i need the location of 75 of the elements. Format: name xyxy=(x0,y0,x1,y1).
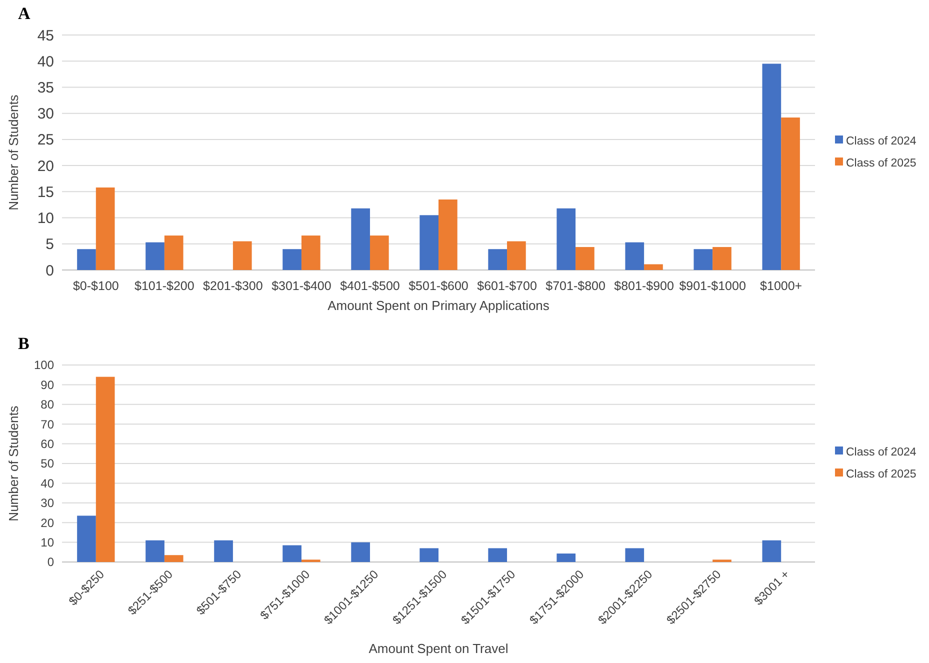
y-tick-label: 35 xyxy=(37,79,54,96)
bar xyxy=(488,249,508,270)
x-tick-label: $701-$800 xyxy=(546,279,606,293)
bar xyxy=(146,540,164,562)
y-tick-label: 10 xyxy=(37,210,54,228)
x-tick-label: $101-$200 xyxy=(134,279,194,293)
bar xyxy=(644,264,663,270)
x-tick-label: $201-$300 xyxy=(203,279,263,293)
bar xyxy=(164,236,184,270)
bar xyxy=(488,548,508,562)
y-tick-label: 40 xyxy=(37,53,54,70)
bar xyxy=(556,208,576,270)
bar xyxy=(164,555,184,562)
bar xyxy=(438,200,458,270)
x-tick-label: $501-$600 xyxy=(408,279,468,293)
x-tick-label: $801-$900 xyxy=(614,279,674,293)
y-axis-title: Number of Students xyxy=(6,94,21,210)
y-axis-title: Number of Students xyxy=(6,405,21,522)
legend-label: Class of 2025 xyxy=(846,468,916,481)
legend-label: Class of 2025 xyxy=(846,158,916,170)
y-tick-label: 20 xyxy=(40,516,54,530)
y-tick-label: 0 xyxy=(47,555,54,570)
bar xyxy=(625,548,644,562)
bar xyxy=(351,542,370,562)
bar xyxy=(96,376,115,562)
y-tick-label: 25 xyxy=(37,132,54,149)
x-tick-label: $901-$1000 xyxy=(679,279,746,293)
bar xyxy=(232,241,252,270)
y-tick-label: 60 xyxy=(40,437,54,451)
x-tick-label: $1000+ xyxy=(760,279,802,293)
y-tick-label: 80 xyxy=(40,398,54,412)
bar xyxy=(420,548,438,562)
x-tick-label: $0-$100 xyxy=(72,279,119,293)
bar xyxy=(507,241,526,270)
bar xyxy=(370,236,389,270)
y-tick-label: 70 xyxy=(40,417,54,432)
bar xyxy=(77,516,96,562)
y-tick-label: 50 xyxy=(40,456,54,471)
x-tick-label: $601-$700 xyxy=(477,279,537,293)
bar xyxy=(351,208,370,270)
y-tick-label: 100 xyxy=(34,358,54,372)
bar xyxy=(301,236,320,270)
bar xyxy=(146,242,164,270)
chart-title: A xyxy=(18,4,31,23)
bar xyxy=(762,540,782,562)
bar xyxy=(576,247,594,270)
y-tick-label: 15 xyxy=(37,184,54,201)
x-axis-title: Amount Spent on Travel xyxy=(368,641,508,656)
x-axis-title: Amount Spent on Primary Applications xyxy=(328,298,550,313)
x-tick-label: $301-$400 xyxy=(272,279,332,293)
bar xyxy=(77,249,96,270)
bar xyxy=(214,540,233,562)
y-tick-label: 30 xyxy=(37,106,54,123)
bar xyxy=(96,187,115,270)
y-tick-label: 0 xyxy=(46,262,54,280)
legend-label: Class of 2024 xyxy=(846,136,917,148)
bar xyxy=(556,554,576,562)
bar xyxy=(282,545,302,562)
y-tick-label: 10 xyxy=(40,536,54,550)
bar xyxy=(712,247,732,270)
y-tick-label: 90 xyxy=(40,378,54,392)
bar xyxy=(781,118,800,270)
y-tick-label: 40 xyxy=(40,476,54,490)
x-tick-label: $401-$500 xyxy=(340,279,400,293)
y-tick-label: 45 xyxy=(37,27,54,44)
y-tick-label: 30 xyxy=(40,496,54,510)
legend-label: Class of 2024 xyxy=(846,446,917,459)
bar xyxy=(420,215,438,270)
y-tick-label: 20 xyxy=(37,158,54,175)
bar xyxy=(625,242,644,270)
y-tick-label: 5 xyxy=(46,236,54,254)
bar xyxy=(282,249,302,270)
chart-title: B xyxy=(18,334,30,353)
bar xyxy=(694,249,713,270)
bar xyxy=(762,64,782,270)
